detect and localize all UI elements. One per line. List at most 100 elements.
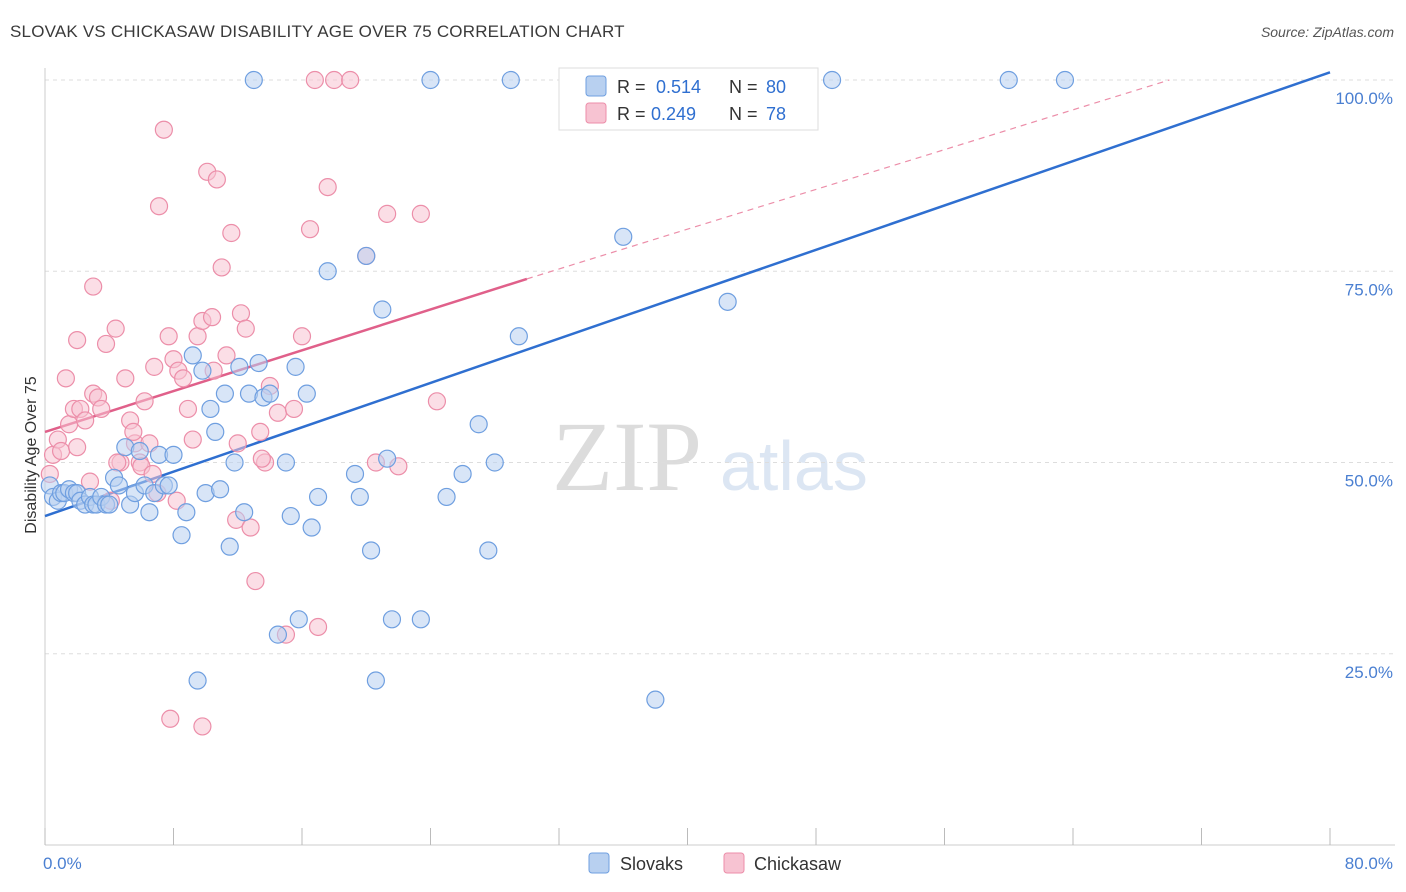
slovaks-point-62 [373, 300, 392, 319]
chickasaw-point-76 [252, 449, 271, 468]
slovaks-point-55 [308, 487, 328, 507]
chickasaw-point-55 [318, 178, 337, 197]
slovaks-point-74 [614, 227, 633, 246]
slovaks-point-47 [260, 384, 279, 403]
slovaks-point-63 [378, 449, 397, 468]
chickasaw-point-32 [183, 430, 202, 449]
slovaks-point-29 [172, 526, 191, 545]
chickasaw-point-68 [108, 453, 127, 472]
slovaks-point-32 [188, 671, 207, 690]
chickasaw-point-60 [378, 204, 397, 223]
slovaks-point-69 [469, 415, 488, 434]
slovaks-point-15 [100, 495, 119, 514]
chickasaw-point-3 [51, 441, 71, 461]
slovaks-point-66 [421, 70, 440, 90]
y-axis-labels: 25.0% 50.0% 75.0% 100.0% [1335, 89, 1393, 682]
slovaks-point-60 [361, 541, 381, 560]
chickasaw-point-37 [207, 170, 226, 189]
chart-title: SLOVAK VS CHICKASAW DISABILITY AGE OVER … [10, 22, 625, 41]
chickasaw-point-57 [341, 70, 360, 90]
slovaks-point-56 [318, 262, 337, 281]
chickasaw-point-44 [241, 518, 260, 537]
legend-bottom-chickasaw-swatch [723, 852, 745, 874]
chart-source: Source: ZipAtlas.com [1260, 24, 1394, 40]
chickasaw-point-77 [305, 70, 324, 90]
slovaks-point-48 [268, 625, 288, 644]
chickasaw-point-14 [96, 334, 116, 354]
chickasaw-point-69 [124, 422, 143, 441]
slovaks-point-40 [225, 453, 244, 472]
chickasaw-point-43 [236, 319, 255, 338]
chickasaw-point-26 [154, 120, 173, 139]
watermark-zip: ZIP [552, 401, 702, 512]
chickasaw-point-56 [325, 70, 344, 90]
slovaks-point-37 [210, 480, 230, 499]
slovaks-point-23 [140, 503, 159, 522]
legend-chickasaw-n-value: 78 [766, 104, 786, 124]
legend-top: R = 0.514 N = 80 R = 0.249 N = 78 [558, 67, 819, 131]
legend-bottom: Slovaks Chickasaw [588, 852, 842, 874]
legend-chickasaw-r-value: 0.249 [651, 104, 696, 124]
legend-chickasaw-r-label: R = [617, 104, 646, 124]
slovaks-point-17 [109, 476, 128, 495]
slovaks-point-44 [244, 70, 263, 90]
slovaks-point-42 [235, 503, 254, 522]
slovaks-point-38 [215, 384, 234, 403]
y-tick-label-75: 75.0% [1345, 280, 1393, 299]
chickasaw-point-25 [149, 197, 169, 216]
chickasaw-point-40 [222, 223, 241, 243]
legend-bottom-slovaks-label: Slovaks [620, 854, 683, 874]
chickasaw-point-24 [145, 357, 164, 376]
legend-bottom-chickasaw-label: Chickasaw [754, 854, 842, 874]
slovaks-point-51 [286, 357, 305, 376]
slovaks-point-67 [437, 487, 456, 507]
slovaks-point-28 [164, 445, 183, 464]
chickasaw-point-7 [68, 438, 87, 457]
chickasaw-point-4 [56, 369, 75, 388]
chickasaw-point-52 [292, 327, 312, 346]
slovaks-trend-line [44, 71, 1331, 518]
x-axis-ticks [44, 828, 1331, 845]
chickasaw-point-22 [135, 392, 154, 411]
slovaks-point-41 [230, 357, 249, 376]
slovaks-point-36 [206, 422, 225, 441]
chickasaw-point-13 [92, 399, 111, 419]
slovaks-point-64 [382, 610, 402, 629]
y-tick-label-50: 50.0% [1345, 472, 1393, 491]
slovaks-point-53 [297, 384, 316, 403]
slovaks-point-70 [479, 541, 498, 560]
slovaks-point-75 [646, 690, 665, 709]
slovaks-point-59 [357, 246, 376, 266]
y-tick-label-100: 100.0% [1335, 89, 1393, 108]
y-axis-title: Disability Age Over 75 [23, 376, 40, 534]
y-tick-label-25: 25.0% [1345, 663, 1393, 682]
slovaks-point-61 [366, 671, 385, 690]
chickasaw-point-33 [188, 327, 207, 346]
legend-chickasaw-swatch [585, 102, 607, 124]
legend-slovaks-n-label: N = [729, 77, 758, 97]
slovaks-point-39 [220, 537, 239, 556]
chickasaw-point-27 [159, 327, 178, 346]
chickasaw-trend-dashed [526, 79, 1170, 280]
legend-chickasaw-n-label: N = [729, 104, 758, 124]
slovaks-point-21 [130, 441, 149, 461]
slovaks-point-73 [509, 327, 528, 346]
legend-slovaks-r-label: R = [617, 77, 646, 97]
chickasaw-point-39 [217, 346, 236, 365]
slovaks-point-76 [718, 292, 737, 311]
chickasaw-point-63 [427, 392, 447, 411]
legend-slovaks-swatch [585, 75, 607, 97]
chickasaw-point-18 [116, 369, 135, 388]
legend-bottom-slovaks-swatch [588, 852, 610, 874]
x-tick-label-max: 80.0% [1345, 854, 1393, 873]
slovaks-point-78 [999, 70, 1018, 90]
chickasaw-trend-line [44, 277, 528, 434]
chickasaw-point-38 [212, 258, 231, 277]
chickasaw-point-67 [84, 277, 103, 296]
chickasaw-point-54 [308, 617, 328, 637]
chickasaw-point-51 [284, 399, 304, 419]
legend-slovaks-n-value: 80 [766, 77, 786, 97]
slovaks-point-58 [350, 487, 369, 507]
chickasaw-point-53 [300, 220, 320, 239]
